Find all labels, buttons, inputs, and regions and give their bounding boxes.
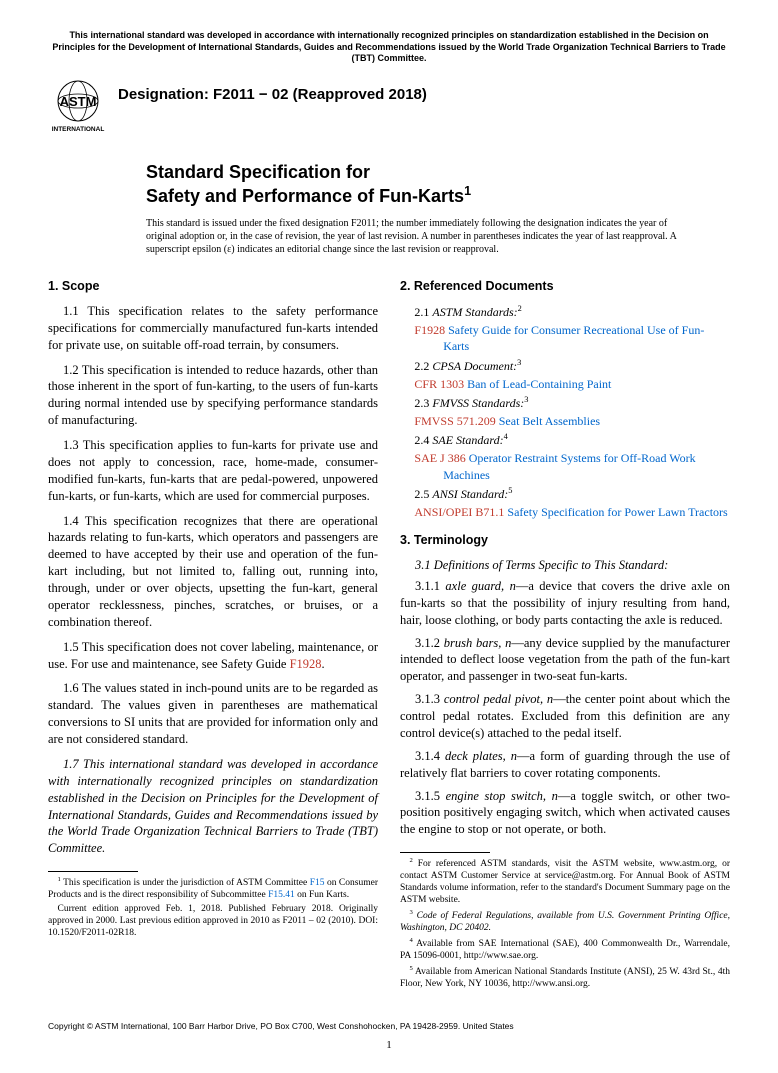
- footnote-3: 3 Code of Federal Regulations, available…: [400, 909, 730, 935]
- term-3-1-2: 3.1.2 brush bars, n—any device supplied …: [400, 635, 730, 686]
- document-title: Standard Specification for Safety and Pe…: [146, 161, 730, 207]
- svg-text:INTERNATIONAL: INTERNATIONAL: [52, 126, 105, 133]
- top-notice: This international standard was develope…: [48, 30, 730, 65]
- footnote-4: 4 Available from SAE International (SAE)…: [400, 937, 730, 963]
- ref-code[interactable]: ANSI/OPEI B71.1: [414, 505, 504, 519]
- term-3-1-5: 3.1.5 engine stop switch, n—a toggle swi…: [400, 788, 730, 839]
- terms-heading: 3. Terminology: [400, 532, 730, 549]
- footnote-5: 5 Available from American National Stand…: [400, 965, 730, 991]
- ref-2-3: 2.3 FMVSS Standards:3 FMVSS 571.209 Seat…: [400, 394, 730, 429]
- subcommittee-link[interactable]: F15.41: [268, 890, 295, 900]
- refs-heading: 2. Referenced Documents: [400, 278, 730, 295]
- title-block: Standard Specification for Safety and Pe…: [146, 161, 730, 207]
- ref-code[interactable]: FMVSS 571.209: [414, 414, 495, 428]
- ref-code[interactable]: SAE J 386: [414, 451, 465, 465]
- ref-2-1: 2.1 ASTM Standards:2 F1928 Safety Guide …: [400, 303, 730, 355]
- scope-1-1: 1.1 This specification relates to the sa…: [48, 303, 378, 354]
- term-3-1-1: 3.1.1 axle guard, n—a device that covers…: [400, 578, 730, 629]
- footnote-edition: Current edition approved Feb. 1, 2018. P…: [48, 904, 378, 940]
- svg-text:ASTM: ASTM: [60, 94, 97, 109]
- ref-code[interactable]: F1928: [414, 323, 445, 337]
- scope-1-4: 1.4 This specification recognizes that t…: [48, 513, 378, 631]
- footnote-2: 2 For referenced ASTM standards, visit t…: [400, 857, 730, 907]
- ref-link[interactable]: F1928: [290, 657, 322, 671]
- ref-2-2: 2.2 CPSA Document:3 CFR 1303 Ban of Lead…: [400, 357, 730, 392]
- term-3-1-3: 3.1.3 control pedal pivot, n—the center …: [400, 691, 730, 742]
- scope-1-7: 1.7 This international standard was deve…: [48, 756, 378, 857]
- ref-code[interactable]: CFR 1303: [414, 377, 464, 391]
- issue-note: This standard is issued under the fixed …: [146, 217, 690, 256]
- scope-1-3: 1.3 This specification applies to fun-ka…: [48, 437, 378, 505]
- ref-title[interactable]: Operator Restraint Systems for Off-Road …: [443, 451, 695, 481]
- designation: Designation: F2011 − 02 (Reapproved 2018…: [118, 85, 427, 105]
- footnote-1: 1 This specification is under the jurisd…: [48, 876, 378, 902]
- scope-1-5: 1.5 This specification does not cover la…: [48, 639, 378, 673]
- ref-2-4: 2.4 SAE Standard:4 SAE J 386 Operator Re…: [400, 431, 730, 483]
- page-number: 1: [48, 1038, 730, 1053]
- term-3-1-4: 3.1.4 deck plates, n—a form of guarding …: [400, 748, 730, 782]
- committee-link[interactable]: F15: [310, 878, 325, 888]
- ref-title[interactable]: Safety Guide for Consumer Recreational U…: [443, 323, 704, 353]
- body-columns: 1. Scope 1.1 This specification relates …: [48, 278, 730, 993]
- footnote-rule: [400, 852, 490, 853]
- ref-2-5: 2.5 ANSI Standard:5 ANSI/OPEI B71.1 Safe…: [400, 485, 730, 520]
- ref-title[interactable]: Safety Specification for Power Lawn Trac…: [507, 505, 727, 519]
- scope-1-2: 1.2 This specification is intended to re…: [48, 362, 378, 430]
- right-column: 2. Referenced Documents 2.1 ASTM Standar…: [400, 278, 730, 993]
- ref-title[interactable]: Seat Belt Assemblies: [499, 414, 600, 428]
- ref-title[interactable]: Ban of Lead-Containing Paint: [467, 377, 611, 391]
- defs-subhead: 3.1 Definitions of Terms Specific to Thi…: [400, 557, 730, 574]
- footnote-rule: [48, 871, 138, 872]
- scope-1-6: 1.6 The values stated in inch-pound unit…: [48, 680, 378, 748]
- header-row: ASTM INTERNATIONAL Designation: F2011 − …: [48, 79, 730, 133]
- copyright-notice: Copyright © ASTM International, 100 Barr…: [48, 1021, 730, 1032]
- left-column: 1. Scope 1.1 This specification relates …: [48, 278, 378, 993]
- astm-logo: ASTM INTERNATIONAL: [48, 79, 108, 133]
- scope-heading: 1. Scope: [48, 278, 378, 295]
